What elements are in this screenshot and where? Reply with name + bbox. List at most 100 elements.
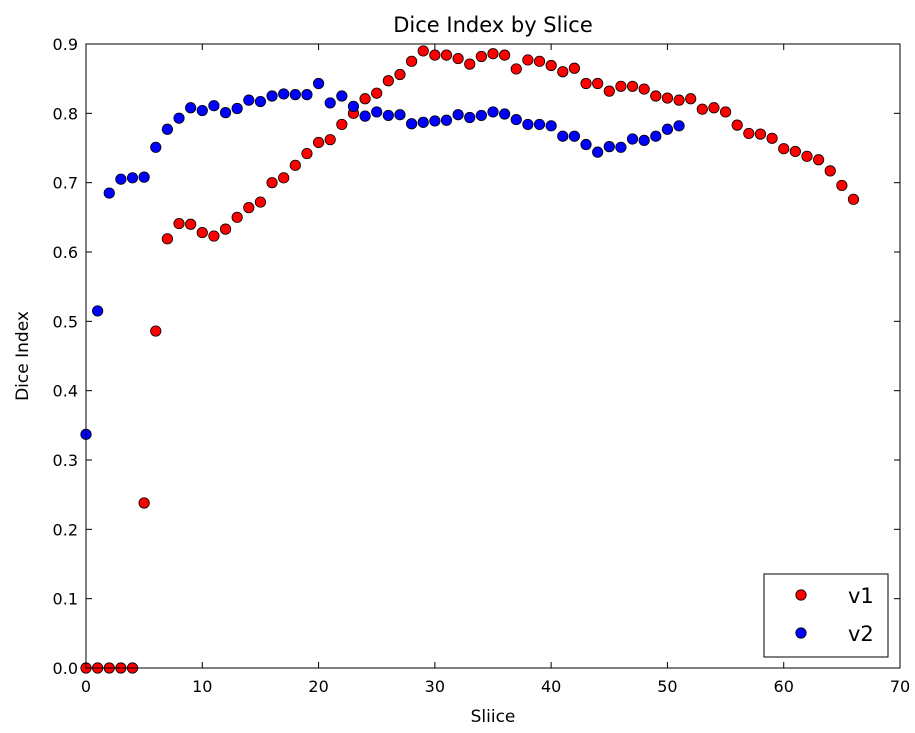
data-point-v2 bbox=[103, 187, 115, 199]
data-point-v1 bbox=[417, 45, 429, 57]
data-point-v1 bbox=[487, 48, 499, 60]
data-point-v1 bbox=[429, 49, 441, 61]
data-point-v1 bbox=[615, 80, 627, 92]
data-point-v2 bbox=[638, 134, 650, 146]
data-point-v1 bbox=[161, 233, 173, 245]
data-point-v1 bbox=[789, 145, 801, 158]
data-point-v1 bbox=[394, 68, 406, 81]
y-tick-label: 0.5 bbox=[53, 312, 78, 331]
x-tick-label: 70 bbox=[890, 677, 910, 696]
data-point-v2 bbox=[231, 102, 243, 115]
data-point-v2 bbox=[359, 110, 371, 122]
legend-marker-v2 bbox=[795, 627, 807, 639]
y-tick-label: 0.9 bbox=[53, 35, 78, 54]
data-point-v1 bbox=[382, 75, 394, 87]
data-point-v2 bbox=[464, 111, 476, 124]
data-point-v1 bbox=[499, 49, 511, 61]
data-point-v2 bbox=[185, 102, 197, 114]
data-point-v2 bbox=[301, 89, 313, 101]
data-point-v1 bbox=[185, 218, 197, 230]
legend: v1 v2 bbox=[763, 573, 889, 658]
data-point-v1 bbox=[173, 217, 185, 230]
data-point-v1 bbox=[324, 134, 336, 146]
data-point-v1 bbox=[685, 93, 697, 105]
y-tick-label: 0.1 bbox=[53, 590, 78, 609]
data-point-v2 bbox=[429, 115, 441, 127]
y-tick-label: 0.8 bbox=[53, 104, 78, 123]
x-tick-label: 10 bbox=[192, 677, 212, 696]
data-point-v2 bbox=[650, 130, 662, 142]
data-point-v2 bbox=[580, 138, 592, 151]
data-point-v1 bbox=[812, 154, 825, 166]
x-tick-label: 0 bbox=[81, 677, 91, 696]
series-v1 bbox=[80, 45, 860, 674]
data-point-v2 bbox=[673, 120, 685, 132]
plot-frame bbox=[85, 43, 901, 669]
data-point-v2 bbox=[254, 95, 267, 108]
data-point-v1 bbox=[719, 106, 732, 118]
data-point-v2 bbox=[196, 104, 208, 117]
data-point-v1 bbox=[778, 143, 790, 155]
data-point-v1 bbox=[405, 55, 418, 67]
data-point-v2 bbox=[243, 94, 255, 106]
data-point-v2 bbox=[487, 106, 499, 118]
legend-box bbox=[763, 573, 889, 658]
data-point-v1 bbox=[312, 136, 325, 149]
data-point-v1 bbox=[731, 119, 743, 131]
data-point-v1 bbox=[557, 66, 569, 78]
data-point-v2 bbox=[289, 89, 301, 101]
data-point-v2 bbox=[568, 130, 581, 142]
x-tick-label: 30 bbox=[425, 677, 445, 696]
data-point-v1 bbox=[266, 177, 278, 189]
data-point-v2 bbox=[499, 108, 511, 120]
chart-title: Dice Index by Slice bbox=[393, 13, 593, 37]
y-tick-label: 0.4 bbox=[53, 382, 78, 401]
data-point-v2 bbox=[382, 109, 394, 122]
data-point-v1 bbox=[836, 179, 848, 192]
data-point-v2 bbox=[510, 113, 522, 126]
data-point-v1 bbox=[278, 172, 290, 184]
data-point-v1 bbox=[219, 223, 232, 235]
data-point-v2 bbox=[92, 305, 104, 317]
y-tick-label: 0.2 bbox=[53, 520, 78, 539]
data-point-v1 bbox=[650, 90, 662, 102]
data-point-v1 bbox=[522, 54, 534, 66]
data-point-v1 bbox=[743, 127, 755, 140]
x-tick-label: 50 bbox=[657, 677, 677, 696]
data-point-v1 bbox=[208, 230, 220, 242]
data-point-v2 bbox=[603, 141, 615, 153]
data-point-v1 bbox=[580, 77, 592, 90]
data-point-v1 bbox=[661, 92, 674, 104]
data-point-v1 bbox=[452, 52, 464, 65]
legend-label-v2: v2 bbox=[848, 622, 874, 646]
axes: 0 10 20 30 40 50 60 70 0.0 0.1 0.2 0.3 0.4 0.5 0.6 0.7 0… bbox=[53, 35, 911, 696]
x-tick-label: 20 bbox=[308, 677, 328, 696]
data-point-v2 bbox=[417, 116, 429, 128]
data-point-v1 bbox=[510, 63, 522, 75]
data-point-v2 bbox=[394, 109, 406, 121]
data-point-v2 bbox=[219, 107, 232, 119]
data-point-v2 bbox=[545, 120, 557, 132]
series-v2 bbox=[80, 77, 685, 440]
data-point-v2 bbox=[336, 90, 348, 102]
data-point-v2 bbox=[115, 173, 127, 185]
data-point-v2 bbox=[278, 88, 290, 100]
data-point-v2 bbox=[312, 77, 325, 90]
x-tick-label: 60 bbox=[774, 677, 794, 696]
data-point-v1 bbox=[440, 49, 453, 61]
y-tick-label: 0.3 bbox=[53, 451, 78, 470]
data-point-v1 bbox=[289, 159, 301, 171]
data-point-v1 bbox=[824, 165, 836, 177]
data-point-v2 bbox=[161, 123, 173, 135]
data-point-v1 bbox=[568, 62, 581, 74]
data-point-v2 bbox=[126, 172, 139, 184]
data-point-v1 bbox=[301, 147, 313, 160]
data-point-v2 bbox=[208, 100, 220, 112]
data-point-v1 bbox=[243, 202, 255, 214]
data-point-v1 bbox=[708, 102, 720, 114]
data-point-v1 bbox=[847, 193, 860, 205]
data-point-v1 bbox=[359, 93, 371, 105]
data-point-v2 bbox=[557, 130, 569, 142]
data-point-v1 bbox=[138, 497, 150, 509]
